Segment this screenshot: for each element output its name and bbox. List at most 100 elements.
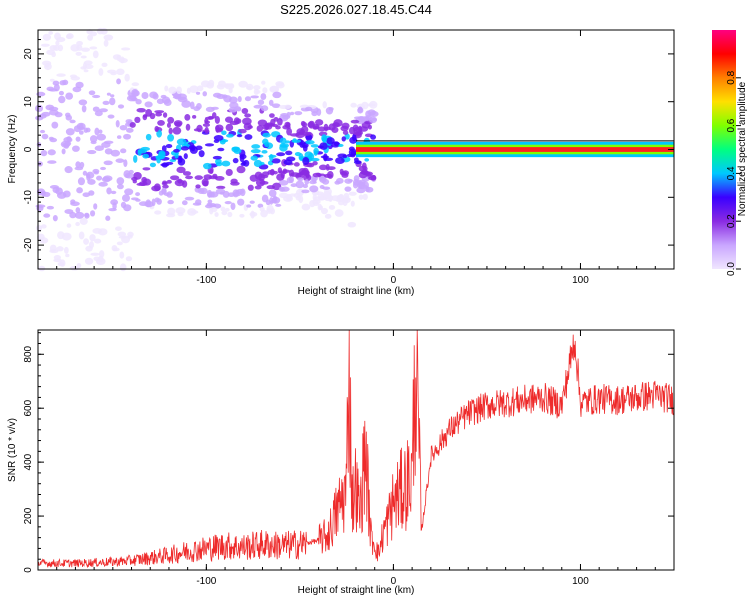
spectrogram-blob xyxy=(218,80,226,87)
spectrogram-blob xyxy=(70,199,76,205)
spectrogram-blob xyxy=(358,165,368,172)
spectrogram-blob xyxy=(106,92,111,96)
colorbar-ticks: 0.0 0.2 0.4 0.6 0.8 xyxy=(726,70,741,276)
spectrogram-blob xyxy=(215,161,223,167)
spectrogram-blob xyxy=(310,144,319,148)
spectrogram-blob xyxy=(162,180,167,185)
spectrogram-blob xyxy=(336,194,342,201)
spectrogram-blob xyxy=(244,113,252,118)
spectrogram-blob xyxy=(280,113,289,117)
spectrogram-blob xyxy=(118,57,128,64)
spectrogram-blob xyxy=(144,101,153,108)
spectrogram-blob xyxy=(272,182,282,191)
spectrogram-blob xyxy=(237,198,245,206)
spectrogram-blob xyxy=(317,203,322,211)
spectrogram-blob xyxy=(92,228,103,234)
spectrogram-blob xyxy=(157,151,166,160)
spectrogram-blob xyxy=(253,159,263,168)
spectrogram-blob xyxy=(196,103,202,110)
spectrogram-blob xyxy=(208,79,215,87)
spectrogram-blob xyxy=(123,133,132,140)
spectrogram-blob xyxy=(251,144,261,149)
spectrogram-blob xyxy=(216,185,226,190)
spectrogram-blob xyxy=(244,96,252,102)
spectrogram-blob xyxy=(133,172,142,180)
spectrogram-blob xyxy=(96,133,107,141)
spectrogram-blob xyxy=(224,116,234,123)
spectrogram-blob xyxy=(157,119,165,126)
spectrogram-blob xyxy=(305,106,313,112)
spectrogram-blob xyxy=(115,120,120,128)
spectrogram-blob xyxy=(277,117,283,126)
spectrogram-blob xyxy=(341,136,346,142)
spectrogram-blob xyxy=(257,99,265,105)
spectrogram-blob xyxy=(116,241,123,246)
spectrogram-blob xyxy=(289,176,294,184)
spectrogram-blob xyxy=(357,125,363,133)
spectrogram-blob xyxy=(362,181,369,189)
spectrogram-blob xyxy=(135,198,141,202)
spectrogram-blob xyxy=(260,209,268,218)
snr-ytick-label: 600 xyxy=(23,399,34,416)
spectrogram-blob xyxy=(250,95,259,99)
spectrogram-blob xyxy=(250,210,255,219)
spectrogram-blob xyxy=(131,89,139,97)
spectrogram-blob xyxy=(319,142,328,150)
spectrogram-blob xyxy=(90,210,96,217)
spectrogram-blob xyxy=(134,116,141,124)
spectrogram-blob xyxy=(243,122,252,131)
spectrogram-blob xyxy=(328,107,334,111)
spectrogram-blob xyxy=(343,192,350,200)
spectrogram-blob xyxy=(212,92,222,98)
spectrogram-blob xyxy=(187,208,197,216)
spectrogram-blob xyxy=(276,152,286,157)
spectrogram-blob xyxy=(83,60,93,66)
spectrogram-blob xyxy=(135,99,142,105)
spectrogram-blob xyxy=(75,221,80,227)
spectrogram-blob xyxy=(46,49,56,56)
spectrogram-blob xyxy=(40,224,47,229)
spectrogram-ytick-label: 10 xyxy=(23,96,34,108)
spectrogram-blob xyxy=(238,80,248,88)
spectrogram-blob xyxy=(236,107,242,112)
spectrogram-blob xyxy=(83,69,89,73)
spectrogram-blob xyxy=(302,157,310,166)
spectrogram-blob xyxy=(232,191,242,197)
spectrogram-blob xyxy=(257,119,268,127)
spectrogram-blob xyxy=(221,210,228,216)
spectrogram-blob xyxy=(72,86,82,93)
spectrogram-blob xyxy=(230,181,240,186)
spectrogram-blob xyxy=(103,140,114,144)
spectrogram-blob xyxy=(119,263,127,272)
spectrogram-blob xyxy=(167,116,175,124)
spectrogram-blob xyxy=(128,169,134,175)
spectrogram-blob xyxy=(84,213,90,219)
spectrogram-blob xyxy=(295,131,305,139)
spectrogram-blob xyxy=(264,141,270,148)
spectrogram-blob xyxy=(56,191,67,199)
spectrogram-blob xyxy=(103,160,113,166)
spectrogram-blob xyxy=(189,85,199,94)
spectrogram-blob xyxy=(44,63,50,68)
spectrogram-blob xyxy=(85,127,91,133)
spectrogram-blob xyxy=(210,206,218,213)
spectrogram-blob xyxy=(290,172,300,177)
spectrogram-blob xyxy=(214,212,219,217)
spectrogram-blob xyxy=(109,97,116,106)
spectrogram-blob xyxy=(172,126,182,135)
spectrogram-blob xyxy=(75,161,81,168)
spectrogram-blob xyxy=(58,90,64,96)
spectrogram-blob xyxy=(207,191,215,198)
spectrogram-blob xyxy=(93,171,99,175)
spectrogram-blob xyxy=(186,87,191,94)
spectrogram-blob xyxy=(272,91,282,99)
spectrogram-blob xyxy=(305,140,315,145)
snr-xtick-label: 100 xyxy=(572,576,589,587)
spectrogram-blob xyxy=(174,152,179,159)
spectrogram-blob xyxy=(156,198,162,205)
spectrogram-blob xyxy=(39,237,49,244)
spectrogram-blob xyxy=(57,261,65,267)
spectrogram-blob xyxy=(162,112,168,118)
spectrogram-blob xyxy=(215,124,224,132)
spectrogram-blob xyxy=(35,204,46,208)
